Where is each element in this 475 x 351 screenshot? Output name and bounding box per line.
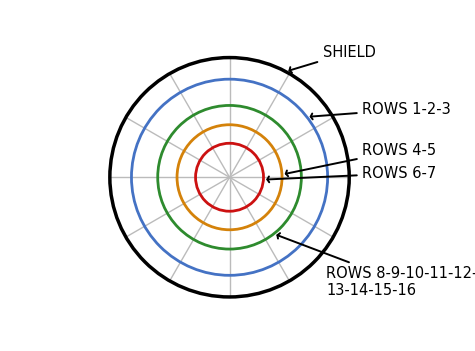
Text: ROWS 6-7: ROWS 6-7 (267, 166, 437, 182)
Text: SHIELD: SHIELD (289, 45, 376, 73)
Text: ROWS 8-9-10-11-12-
13-14-15-16: ROWS 8-9-10-11-12- 13-14-15-16 (277, 233, 475, 298)
Text: ROWS 1-2-3: ROWS 1-2-3 (311, 102, 451, 119)
Text: ROWS 4-5: ROWS 4-5 (286, 143, 437, 176)
